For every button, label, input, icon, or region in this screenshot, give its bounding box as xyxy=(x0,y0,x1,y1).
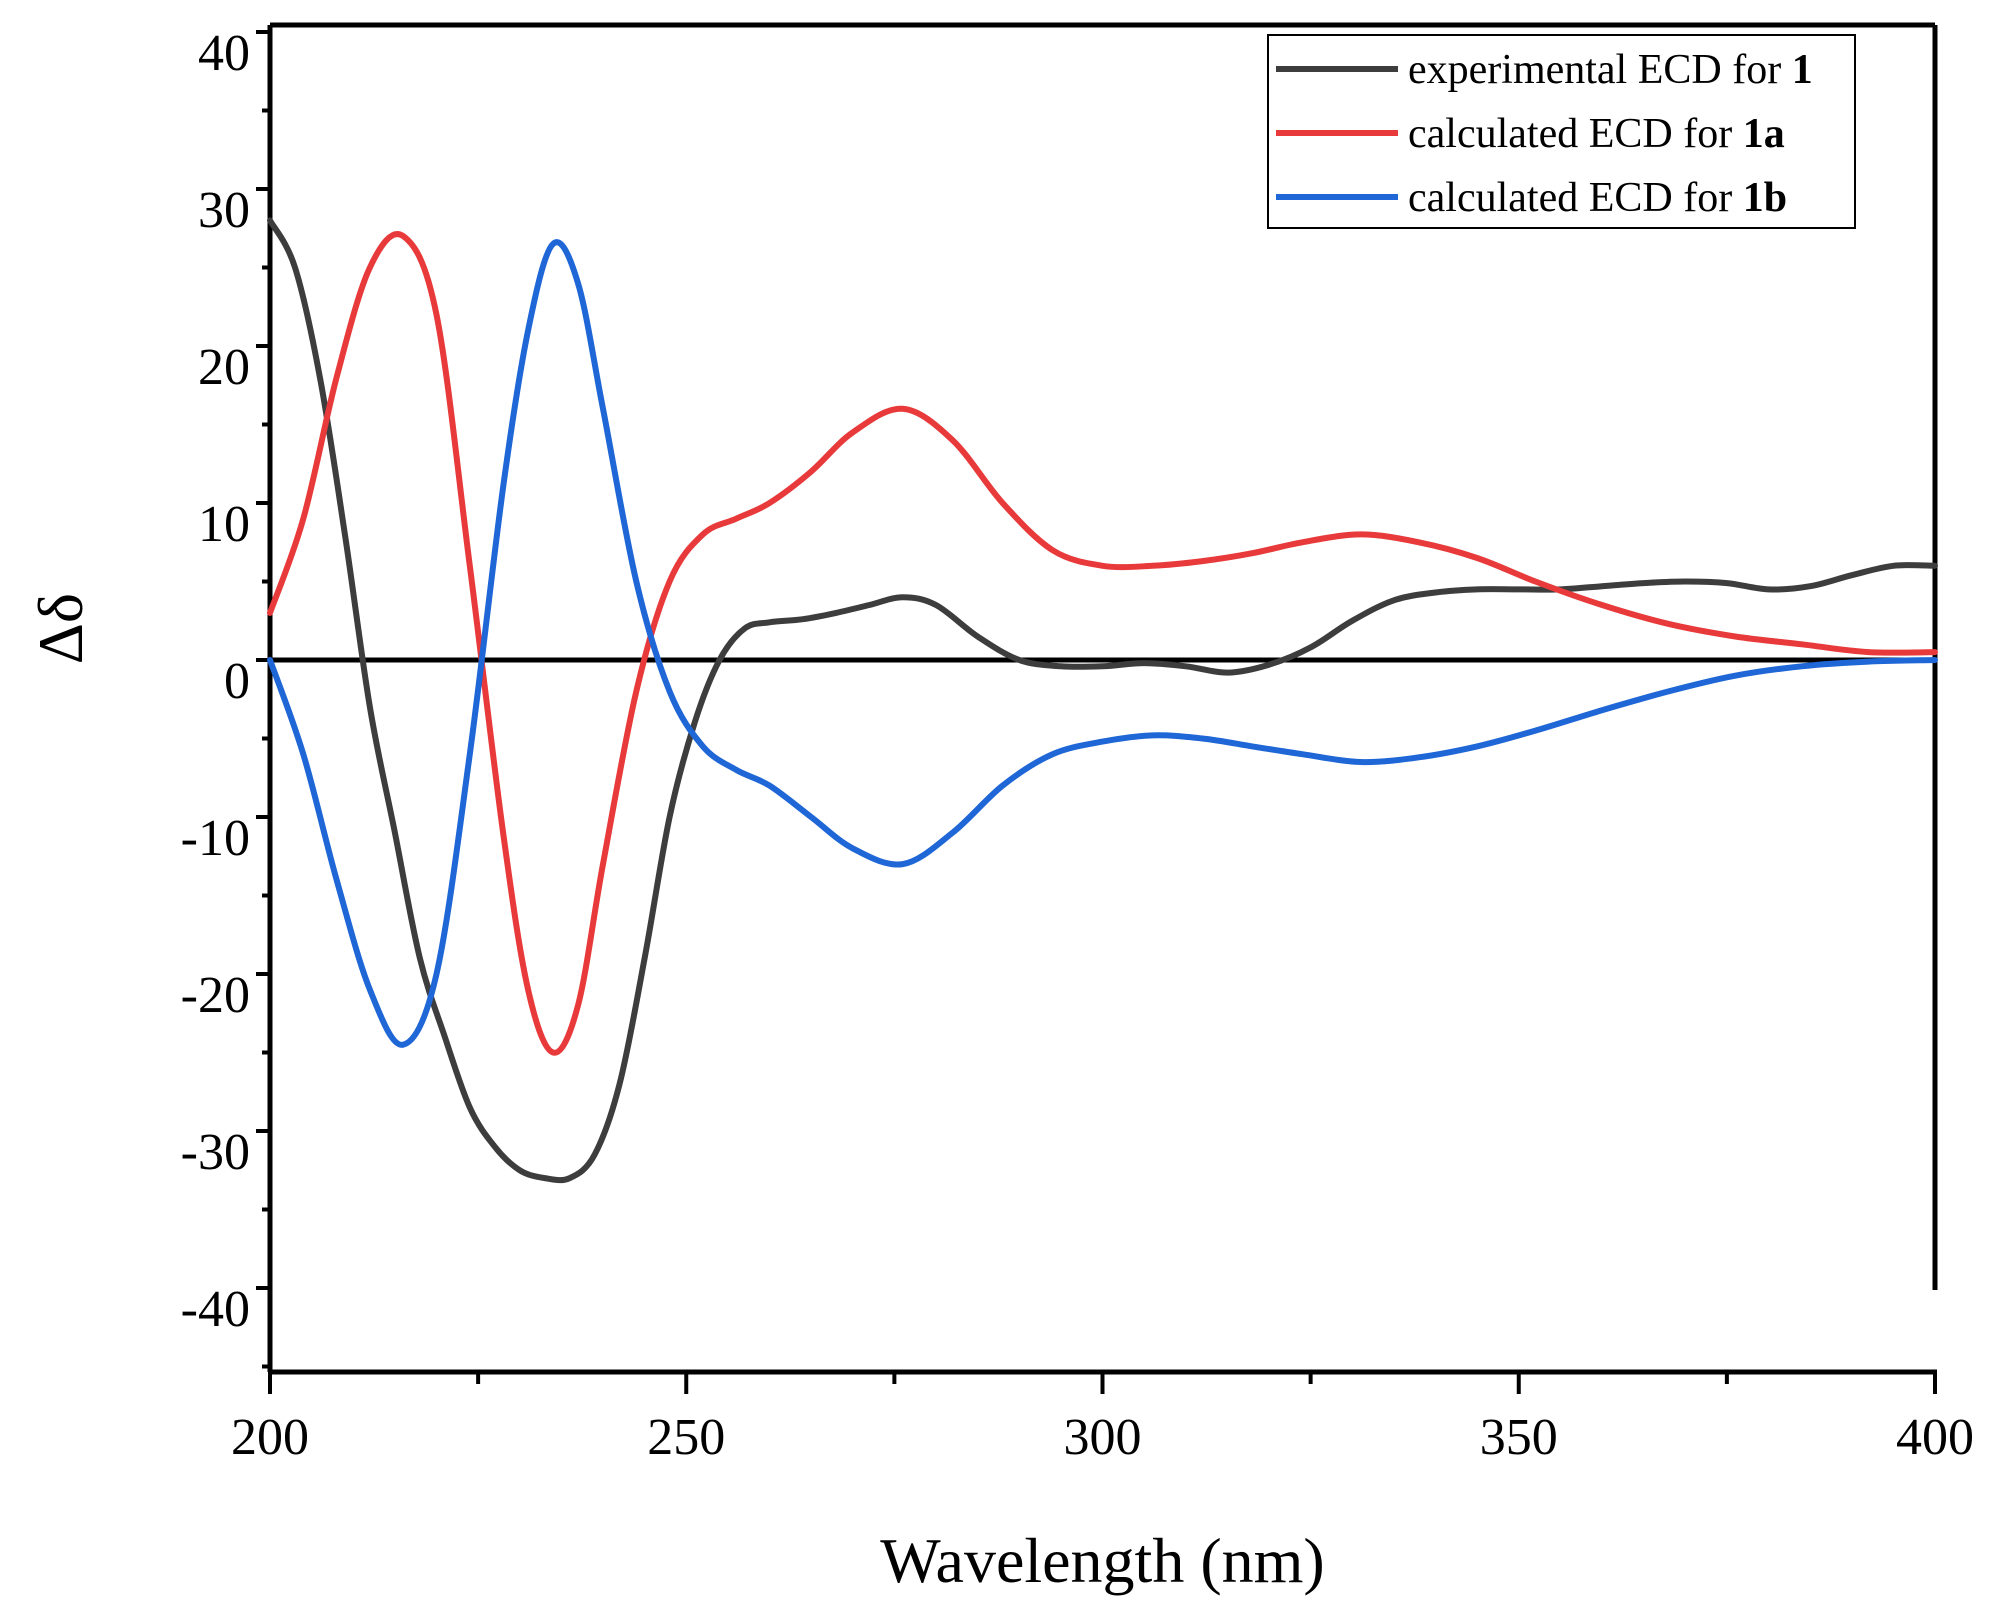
legend-label: calculated ECD for 1b xyxy=(1408,175,1787,221)
x-tick-label: 350 xyxy=(1480,1409,1558,1466)
legend-label: experimental ECD for 1 xyxy=(1408,47,1813,93)
x-tick-label: 400 xyxy=(1896,1409,1974,1466)
legend: experimental ECD for 1 calculated ECD for… xyxy=(1267,34,1856,229)
legend-item-calculated-1b: calculated ECD for 1b xyxy=(1276,175,1787,221)
y-tick-label: -40 xyxy=(181,1281,250,1338)
legend-label: calculated ECD for 1a xyxy=(1408,111,1785,157)
legend-item-experimental-1: experimental ECD for 1 xyxy=(1276,47,1813,93)
x-tick-label: 200 xyxy=(231,1409,309,1466)
axes xyxy=(267,22,1938,1375)
series-layer xyxy=(267,217,1938,1184)
legend-item-calculated-1a: calculated ECD for 1a xyxy=(1276,111,1785,157)
y-tick-label: 20 xyxy=(198,339,250,396)
y-tick-label: -30 xyxy=(181,1124,250,1181)
y-tick-label: 30 xyxy=(198,182,250,239)
x-tick-label: 300 xyxy=(1064,1409,1142,1466)
x-axis-title: Wavelength (nm) xyxy=(880,1525,1324,1596)
calculated-ecd-1a-line xyxy=(267,231,1938,1056)
y-tick-label: 40 xyxy=(198,25,250,82)
y-tick-label: 10 xyxy=(198,496,250,553)
y-tick-label: 0 xyxy=(224,653,250,710)
x-tick-label: 250 xyxy=(647,1409,725,1466)
y-tick-label: -20 xyxy=(181,967,250,1024)
x-axis-ticks: 200 250 300 350 400 xyxy=(231,1372,1974,1466)
y-axis-ticks: 40 30 20 10 0 -10 -20 -30 -40 xyxy=(181,25,270,1369)
y-axis-title: Δδ xyxy=(25,593,96,664)
calculated-ecd-1b-line xyxy=(267,239,1938,1048)
y-tick-label: -10 xyxy=(181,810,250,867)
